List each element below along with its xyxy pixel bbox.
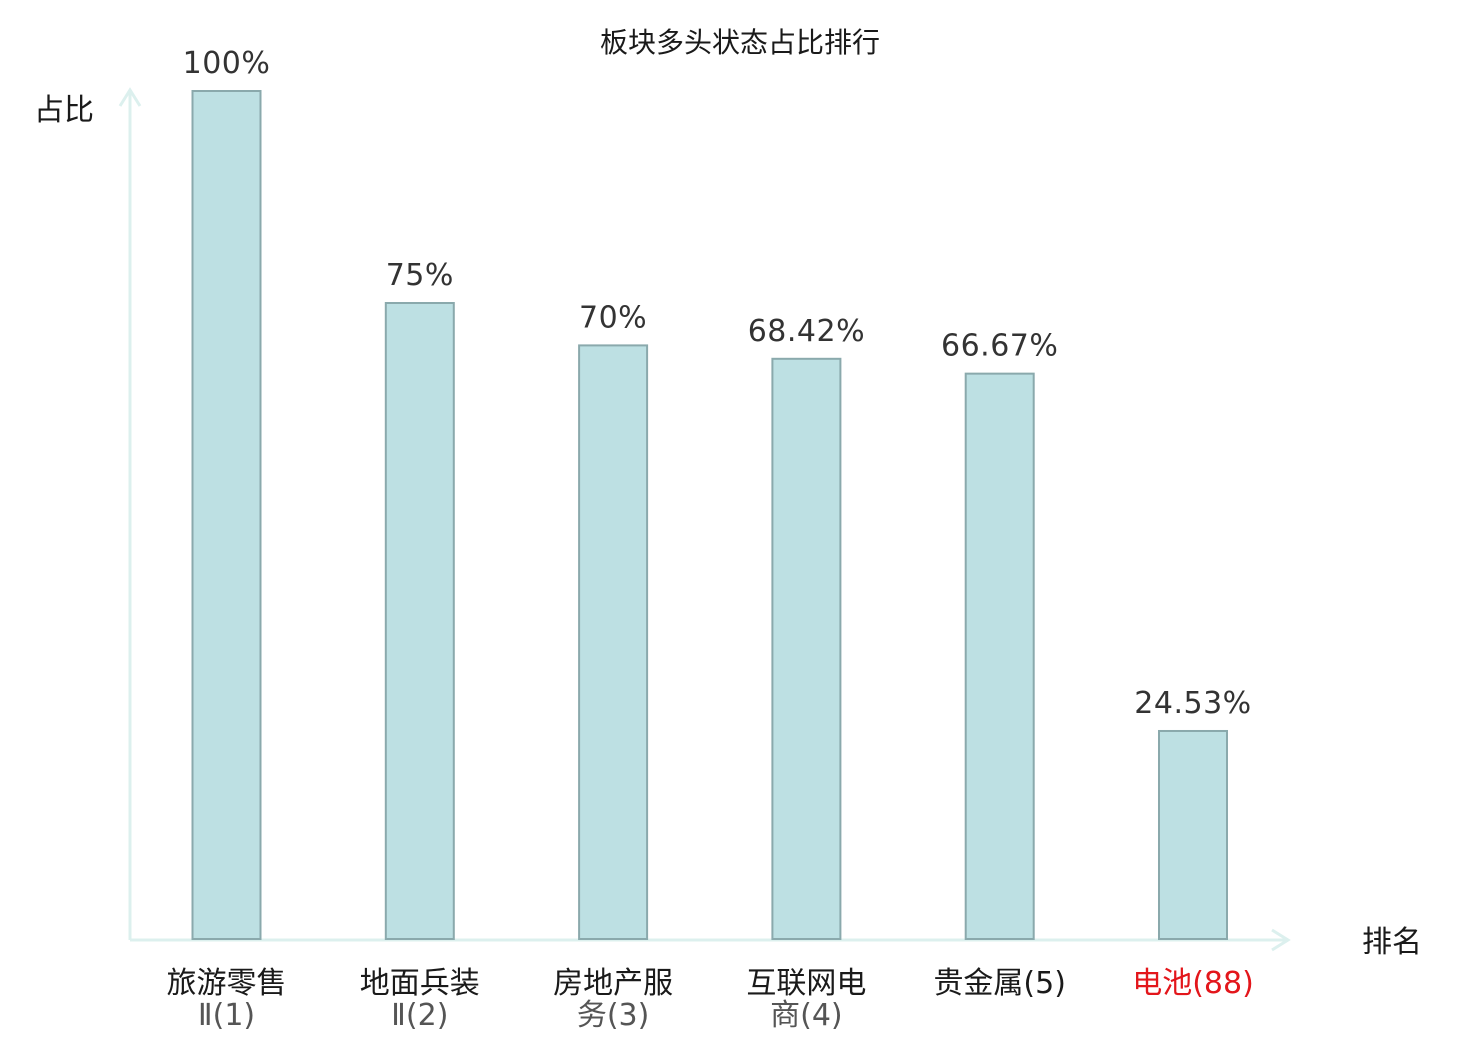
- bar-value-label: 68.42%: [748, 314, 865, 349]
- x-axis: [130, 928, 1291, 952]
- category-label: 房地产服: [553, 966, 673, 1001]
- bar-value-label: 100%: [183, 46, 271, 81]
- bar: [384, 302, 455, 940]
- category-label: 商(4): [770, 998, 843, 1033]
- chart-title: 板块多头状态占比排行: [600, 26, 880, 59]
- category-label: 务(3): [577, 998, 650, 1033]
- bar: [1158, 729, 1228, 940]
- bars-group: [191, 90, 1228, 940]
- bar-value-label: 70%: [579, 300, 647, 335]
- bar-value-label: 66.67%: [941, 329, 1058, 364]
- y-axis-arrow-icon: [118, 87, 142, 107]
- category-label: Ⅱ(1): [198, 998, 255, 1033]
- bar-value-label: 24.53%: [1134, 686, 1251, 721]
- bar: [578, 344, 649, 940]
- category-label: 互联网电: [746, 966, 866, 1001]
- category-label: 旅游零售: [167, 966, 287, 1001]
- x-axis-arrow-icon: [1271, 928, 1291, 952]
- category-label: 电池(88): [1132, 966, 1254, 1001]
- bar: [964, 372, 1035, 940]
- bar: [771, 357, 842, 940]
- y-axis-label: 占比: [34, 93, 94, 128]
- value-labels-group: 100% 75% 70% 68.42% 66.67% 24.53%: [183, 46, 1252, 721]
- y-axis: [118, 87, 142, 940]
- category-label: 贵金属(5): [933, 966, 1066, 1001]
- category-label: 地面兵装: [360, 966, 480, 1001]
- bar-value-label: 75%: [386, 258, 454, 293]
- bar: [191, 90, 262, 940]
- category-label: Ⅱ(2): [391, 998, 448, 1033]
- x-axis-label: 排名: [1362, 925, 1422, 960]
